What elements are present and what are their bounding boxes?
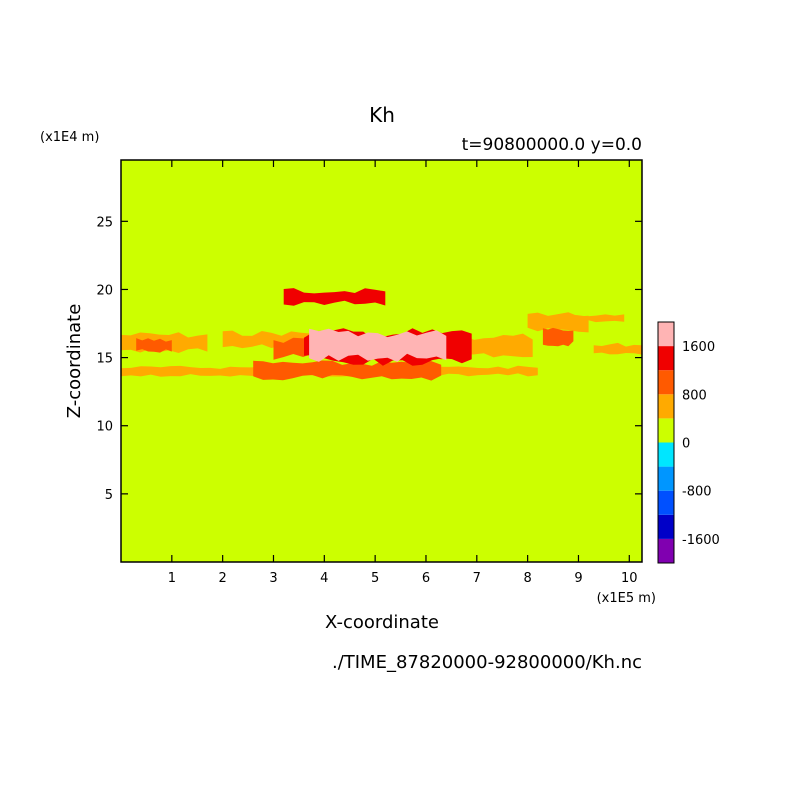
colorbar-segment bbox=[658, 394, 674, 419]
colorbar-segment bbox=[658, 514, 674, 539]
colorbar-segment bbox=[658, 538, 674, 563]
x-axis: 1 2 3 4 5 6 7 8 9 10 bbox=[168, 160, 638, 586]
x-tick-label: 6 bbox=[422, 571, 430, 586]
colorbar-segment bbox=[658, 346, 674, 371]
x-tick-label: 2 bbox=[219, 571, 227, 586]
x-tick-label: 8 bbox=[523, 571, 531, 586]
contour-field bbox=[121, 160, 642, 562]
colorbar-segment bbox=[658, 466, 674, 491]
colorbar: -1600 -800 0 800 1600 bbox=[657, 321, 720, 564]
x-tick-label: 9 bbox=[574, 571, 582, 586]
y-tick-label: 10 bbox=[96, 420, 113, 435]
colorbar-tick-label: -1600 bbox=[682, 533, 720, 548]
colorbar-tick-label: 800 bbox=[682, 388, 707, 403]
colorbar-segment bbox=[658, 322, 674, 347]
field-region bbox=[309, 328, 447, 362]
x-axis-label: X-coordinate bbox=[325, 612, 439, 633]
y-unit-label: (x1E4 m) bbox=[40, 130, 99, 145]
y-tick-label: 5 bbox=[105, 488, 113, 503]
y-axis: 5 10 15 20 25 bbox=[96, 215, 642, 503]
y-axis-label: Z-coordinate bbox=[64, 304, 85, 419]
colorbar-segment bbox=[658, 370, 674, 395]
x-tick-label: 3 bbox=[269, 571, 277, 586]
x-tick-label: 5 bbox=[371, 571, 379, 586]
x-unit-label: (x1E5 m) bbox=[597, 591, 656, 606]
x-tick-label: 1 bbox=[168, 571, 176, 586]
plot-frame bbox=[120, 159, 643, 563]
x-tick-label: 10 bbox=[621, 571, 638, 586]
colorbar-segment bbox=[658, 418, 674, 443]
field-region bbox=[136, 338, 172, 353]
colorbar-tick-label: 0 bbox=[682, 437, 690, 452]
colorbar-segment bbox=[658, 442, 674, 467]
chart-title: Kh bbox=[369, 103, 395, 127]
field-region bbox=[253, 360, 442, 381]
x-tick-label: 7 bbox=[473, 571, 481, 586]
colorbar-frame bbox=[657, 321, 675, 564]
y-tick-label: 15 bbox=[96, 352, 113, 367]
chart-subtitle: t=90800000.0 y=0.0 bbox=[462, 135, 642, 155]
colorbar-tick-label: -800 bbox=[682, 485, 712, 500]
field-region bbox=[283, 288, 386, 306]
colorbar-tick-label: 1600 bbox=[682, 340, 715, 355]
y-tick-label: 20 bbox=[96, 283, 113, 298]
y-tick-label: 25 bbox=[96, 215, 113, 230]
field-region bbox=[558, 314, 625, 323]
field-region bbox=[593, 342, 642, 355]
x-tick-label: 4 bbox=[320, 571, 328, 586]
colorbar-segment bbox=[658, 490, 674, 515]
source-file-label: ./TIME_87820000-92800000/Kh.nc bbox=[332, 652, 642, 673]
field-region bbox=[542, 327, 574, 347]
